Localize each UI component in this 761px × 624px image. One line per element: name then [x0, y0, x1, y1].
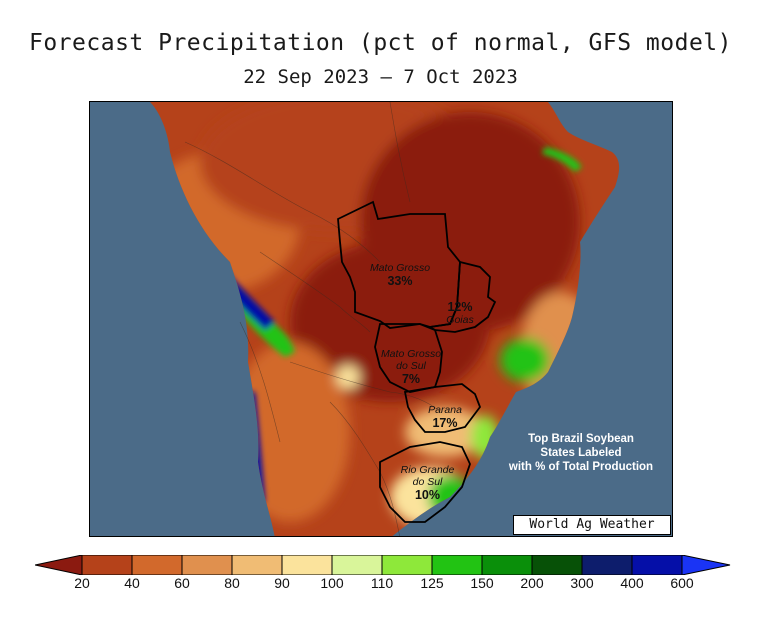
color-scale-segment — [181, 555, 233, 575]
note-line-1: Top Brazil Soybean — [528, 433, 634, 445]
color-scale-segment — [531, 555, 583, 575]
color-scale-bar — [35, 555, 731, 575]
state-label-mato-grosso-do-sul: Mato Grosso do Sul 7% — [370, 348, 452, 386]
map-title: Forecast Precipitation (pct of normal, G… — [28, 30, 732, 56]
color-scale-segment — [331, 555, 383, 575]
color-scale-segment — [581, 555, 633, 575]
state-name: Mato Grosso — [369, 262, 431, 274]
color-scale-tick-label: 200 — [520, 575, 544, 591]
map-date-range: 22 Sep 2023 — 7 Oct 2023 — [243, 66, 518, 88]
color-scale-tick-label: 300 — [570, 575, 594, 591]
color-scale-segments — [81, 555, 683, 575]
state-pct: 33% — [387, 274, 413, 288]
color-scale-arrow-low — [35, 555, 83, 575]
color-scale-segment — [481, 555, 533, 575]
color-scale-tick-label: 40 — [124, 575, 140, 591]
color-scale-segment — [81, 555, 133, 575]
color-scale-segment — [131, 555, 183, 575]
color-scale-tick-label: 20 — [74, 575, 90, 591]
precip-zone-small-light — [336, 365, 360, 389]
precipitation-map: Mato Grosso 33% 12% Goias Mato Grosso do… — [89, 101, 673, 537]
color-scale-tick-label: 600 — [670, 575, 694, 591]
state-pct: 12% — [447, 300, 473, 314]
soybean-state-outlines — [337, 200, 497, 523]
precip-zone-mato-grosso-dark — [290, 242, 490, 402]
color-scale-segment — [381, 555, 433, 575]
color-scale-tick-label: 150 — [470, 575, 494, 591]
soybean-note: Top Brazil Soybean States Labeled with %… — [506, 432, 656, 474]
color-scale-tick-label: 110 — [370, 575, 394, 591]
state-name: Parana — [428, 404, 462, 416]
precip-zone-minas-green — [500, 338, 550, 382]
color-scale-arrow-high — [681, 555, 731, 575]
state-name-line2: do Sul — [396, 360, 426, 372]
andes-green-band — [130, 102, 295, 357]
state-name-line1: Mato Grosso — [380, 348, 442, 360]
state-name-line1: Rio Grande — [400, 464, 455, 476]
color-scale-tick-label: 60 — [174, 575, 190, 591]
color-scale-segment — [281, 555, 333, 575]
color-scale-tick-label: 80 — [224, 575, 240, 591]
state-label-rio-grande-do-sul: Rio Grande do Sul 10% — [390, 464, 465, 502]
state-label-mato-grosso: Mato Grosso 33% — [360, 262, 440, 288]
amapa-green — [542, 147, 582, 172]
outline-goias — [427, 260, 497, 333]
credit-box: World Ag Weather — [513, 515, 671, 535]
outline-parana — [403, 383, 482, 433]
state-label-parana: Parana 17% — [415, 404, 475, 430]
state-pct: 17% — [432, 416, 458, 430]
color-scale-tick-label: 100 — [320, 575, 344, 591]
state-pct: 7% — [401, 372, 421, 386]
note-line-3: with % of Total Production — [508, 461, 654, 473]
outline-rio-grande-do-sul — [379, 441, 471, 523]
andes-blue-band — [155, 142, 275, 330]
color-scale-tick-label: 400 — [620, 575, 644, 591]
color-scale-tick-label: 125 — [420, 575, 444, 591]
color-scale-segment — [431, 555, 483, 575]
note-line-2: States Labeled — [540, 447, 622, 459]
color-scale-segment — [631, 555, 683, 575]
state-label-goias: 12% Goias — [430, 300, 490, 326]
state-name-line2: do Sul — [412, 476, 443, 488]
color-scale-tick-label: 90 — [274, 575, 290, 591]
map-canvas — [90, 102, 672, 536]
color-scale-segment — [231, 555, 283, 575]
state-name: Goias — [446, 314, 474, 326]
state-pct: 10% — [414, 488, 441, 502]
